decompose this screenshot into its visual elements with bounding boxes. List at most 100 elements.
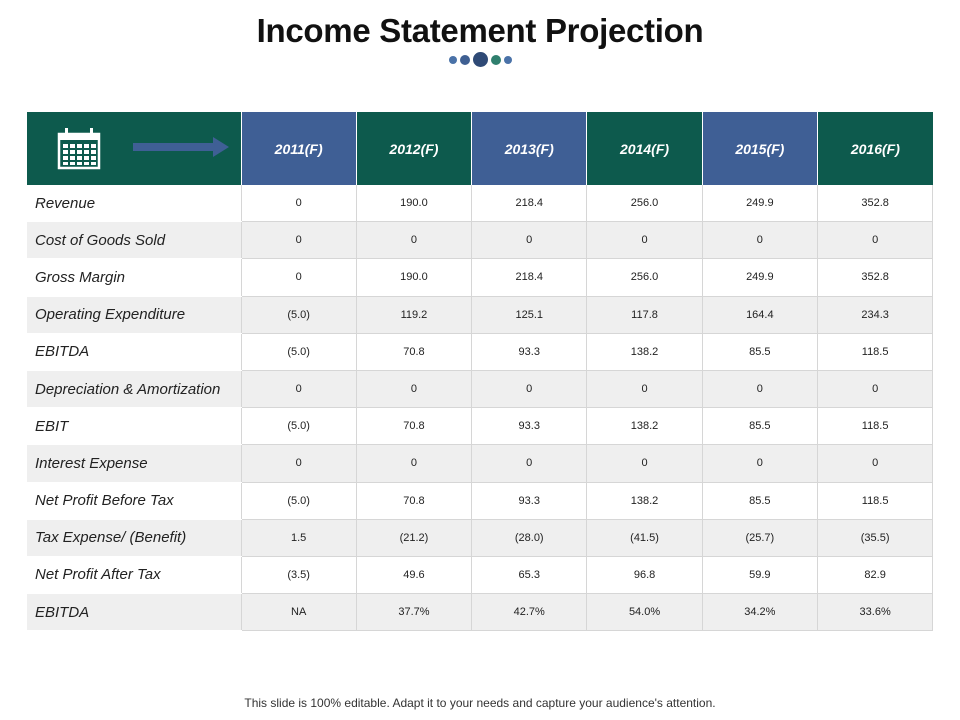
value-cell: 138.2	[586, 407, 703, 446]
value-cell: 70.8	[355, 482, 472, 520]
row-label: Operating Expenditure	[27, 296, 241, 334]
value-cell: 85.5	[701, 407, 818, 446]
value-cell: 0	[240, 258, 357, 297]
row-label: Depreciation & Amortization	[27, 370, 241, 409]
dot-icon	[472, 52, 488, 67]
value-cell: 0	[355, 370, 472, 409]
value-cell: 65.3	[471, 556, 587, 595]
value-cell: (5.0)	[240, 482, 357, 520]
income-statement-table: 2011(F) 2012(F) 2013(F) 2014(F) 2015(F) …	[27, 112, 934, 632]
dot-icon	[448, 55, 457, 64]
value-cell: 0	[240, 185, 357, 223]
value-cell: 93.3	[471, 333, 587, 371]
value-cell: 0	[816, 221, 934, 260]
dot-icon	[503, 55, 512, 64]
value-cell: 118.5	[816, 333, 934, 371]
table-row: EBITDA NA 37.7% 42.7% 54.0% 34.2% 33.6%	[27, 593, 934, 632]
row-label: Net Profit After Tax	[27, 556, 241, 595]
value-cell: 164.4	[701, 296, 818, 334]
value-cell: 118.5	[816, 407, 934, 446]
value-cell: (3.5)	[240, 556, 357, 595]
value-cell: 0	[240, 444, 357, 483]
row-label: Interest Expense	[27, 444, 241, 483]
table-row: Revenue 0 190.0 218.4 256.0 249.9 352.8	[27, 185, 934, 223]
value-cell: 0	[816, 444, 934, 483]
table-row: Depreciation & Amortization 0 0 0 0 0 0	[27, 370, 934, 409]
year-header: 2013(F)	[471, 112, 587, 185]
value-cell: 0	[586, 444, 703, 483]
value-cell: 96.8	[586, 556, 703, 595]
calendar-icon	[57, 128, 101, 170]
value-cell: 82.9	[816, 556, 934, 595]
value-cell: 85.5	[701, 333, 818, 371]
value-cell: (5.0)	[240, 407, 357, 446]
value-cell: 190.0	[355, 258, 472, 297]
value-cell: 0	[701, 221, 818, 260]
year-header: 2016(F)	[816, 112, 933, 185]
value-cell: (5.0)	[240, 333, 357, 371]
value-cell: 93.3	[471, 407, 587, 446]
value-cell: 85.5	[701, 482, 818, 520]
row-label: Tax Expense/ (Benefit)	[27, 519, 241, 557]
header-icon-cell	[27, 112, 241, 185]
value-cell: 352.8	[816, 185, 934, 223]
table-row: Gross Margin 0 190.0 218.4 256.0 249.9 352.8	[27, 258, 934, 297]
value-cell: 54.0%	[586, 593, 703, 632]
value-cell: 59.9	[701, 556, 818, 595]
table-row: Tax Expense/ (Benefit) 1.5 (21.2) (28.0) (41…	[27, 519, 934, 557]
value-cell: 0	[240, 370, 357, 409]
year-header: 2014(F)	[586, 112, 703, 185]
row-label: EBIT	[27, 407, 241, 446]
value-cell: 0	[355, 221, 472, 260]
dot-icon	[490, 54, 501, 65]
table-row: Interest Expense 0 0 0 0 0 0	[27, 444, 934, 483]
value-cell: 138.2	[586, 333, 703, 371]
value-cell: 0	[701, 444, 818, 483]
value-cell: 0	[471, 221, 587, 260]
value-cell: (25.7)	[701, 519, 818, 557]
value-cell: 118.5	[816, 482, 934, 520]
value-cell: 70.8	[355, 407, 472, 446]
row-label: EBITDA	[27, 333, 241, 371]
table-row: Operating Expenditure (5.0) 119.2 125.1 117.…	[27, 296, 934, 334]
value-cell: 0	[586, 370, 703, 409]
value-cell: 256.0	[586, 185, 703, 223]
value-cell: 256.0	[586, 258, 703, 297]
value-cell: 70.8	[355, 333, 472, 371]
value-cell: (5.0)	[240, 296, 357, 334]
year-header: 2011(F)	[240, 112, 357, 185]
value-cell: 0	[240, 221, 357, 260]
table-row: EBITDA (5.0) 70.8 93.3 138.2 85.5 118.5	[27, 333, 934, 371]
row-label: Revenue	[27, 185, 241, 223]
value-cell: 218.4	[471, 185, 587, 223]
footer-note: This slide is 100% editable. Adapt it to…	[244, 696, 716, 710]
value-cell: 49.6	[355, 556, 472, 595]
value-cell: 0	[816, 370, 934, 409]
decorative-dots	[0, 52, 960, 67]
value-cell: (28.0)	[471, 519, 587, 557]
value-cell: (41.5)	[586, 519, 703, 557]
value-cell: 33.6%	[816, 593, 934, 632]
row-label: Gross Margin	[27, 258, 241, 297]
value-cell: 119.2	[355, 296, 472, 334]
table-header-row: 2011(F) 2012(F) 2013(F) 2014(F) 2015(F) …	[27, 112, 933, 185]
table-row: Net Profit Before Tax (5.0) 70.8 93.3 138.2 8…	[27, 482, 934, 520]
year-header: 2015(F)	[701, 112, 818, 185]
value-cell: 0	[701, 370, 818, 409]
value-cell: 0	[471, 370, 587, 409]
value-cell: 117.8	[586, 296, 703, 334]
page-title: Income Statement Projection	[256, 12, 704, 49]
table-row: EBIT (5.0) 70.8 93.3 138.2 85.5 118.5	[27, 407, 934, 446]
value-cell: 352.8	[816, 258, 934, 297]
row-label: Net Profit Before Tax	[27, 482, 241, 520]
value-cell: 0	[471, 444, 587, 483]
value-cell: 249.9	[701, 258, 818, 297]
row-label: Cost of Goods Sold	[27, 221, 241, 260]
value-cell: 37.7%	[355, 593, 472, 632]
value-cell: 125.1	[471, 296, 587, 334]
table-row: Net Profit After Tax (3.5) 49.6 65.3 96.8 59.…	[27, 556, 934, 595]
value-cell: 138.2	[586, 482, 703, 520]
value-cell: 234.3	[816, 296, 934, 334]
header-icons	[57, 128, 229, 170]
value-cell: 0	[355, 444, 472, 483]
